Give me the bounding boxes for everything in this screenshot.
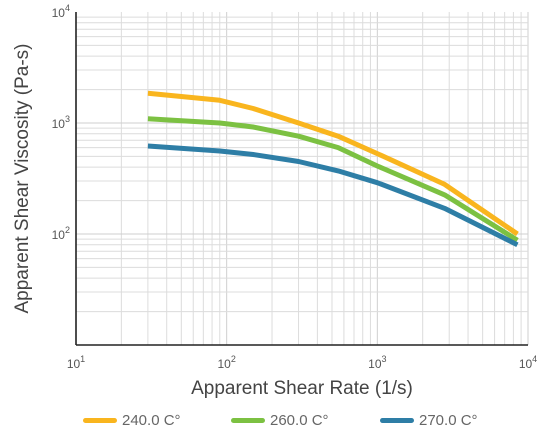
legend-swatch-270 — [380, 418, 414, 423]
y-tick-label-exp: 2 — [65, 225, 70, 235]
grid-lines — [76, 12, 529, 345]
series-line-1 — [147, 116, 519, 243]
legend-label-270: 270.0 C° — [419, 412, 478, 429]
chart-legend: 240.0 C° 260.0 C° 270.0 C° — [0, 412, 547, 432]
x-tick-label: 104 — [519, 354, 537, 371]
y-tick-label: 104 — [52, 3, 70, 20]
x-tick-label: 103 — [368, 354, 386, 371]
y-tick-label: 103 — [52, 114, 70, 131]
x-tick-label-base: 10 — [217, 357, 231, 371]
x-tick-label-base: 10 — [368, 357, 382, 371]
x-tick-label: 101 — [67, 354, 85, 371]
x-tick-label-exp: 2 — [231, 354, 236, 364]
y-tick-label-exp: 3 — [65, 114, 70, 124]
x-tick-label-base: 10 — [519, 357, 533, 371]
legend-label-260: 260.0 C° — [270, 412, 329, 429]
legend-swatch-240 — [83, 418, 117, 423]
legend-item-270: 270.0 C° — [380, 412, 478, 429]
series-line-0 — [147, 90, 519, 237]
legend-item-260: 260.0 C° — [231, 412, 329, 429]
x-tick-label-exp: 4 — [532, 354, 537, 364]
y-tick-label-base: 10 — [52, 228, 66, 242]
legend-item-240: 240.0 C° — [83, 412, 181, 429]
y-axis-label: Apparent Shear Viscosity (Pa-s) — [12, 44, 33, 314]
x-tick-label-base: 10 — [67, 357, 81, 371]
y-tick-label: 102 — [52, 225, 70, 242]
x-tick-label-exp: 3 — [382, 354, 387, 364]
x-axis-label: Apparent Shear Rate (1/s) — [191, 378, 413, 399]
series-lines — [147, 90, 519, 248]
x-tick-label: 102 — [217, 354, 235, 371]
y-tick-label-base: 10 — [52, 117, 66, 131]
legend-label-240: 240.0 C° — [122, 412, 181, 429]
y-tick-label-base: 10 — [52, 6, 66, 20]
series-line-2 — [147, 143, 519, 248]
y-tick-label-exp: 4 — [65, 3, 70, 13]
x-tick-label-exp: 1 — [80, 354, 85, 364]
legend-swatch-260 — [231, 418, 265, 423]
